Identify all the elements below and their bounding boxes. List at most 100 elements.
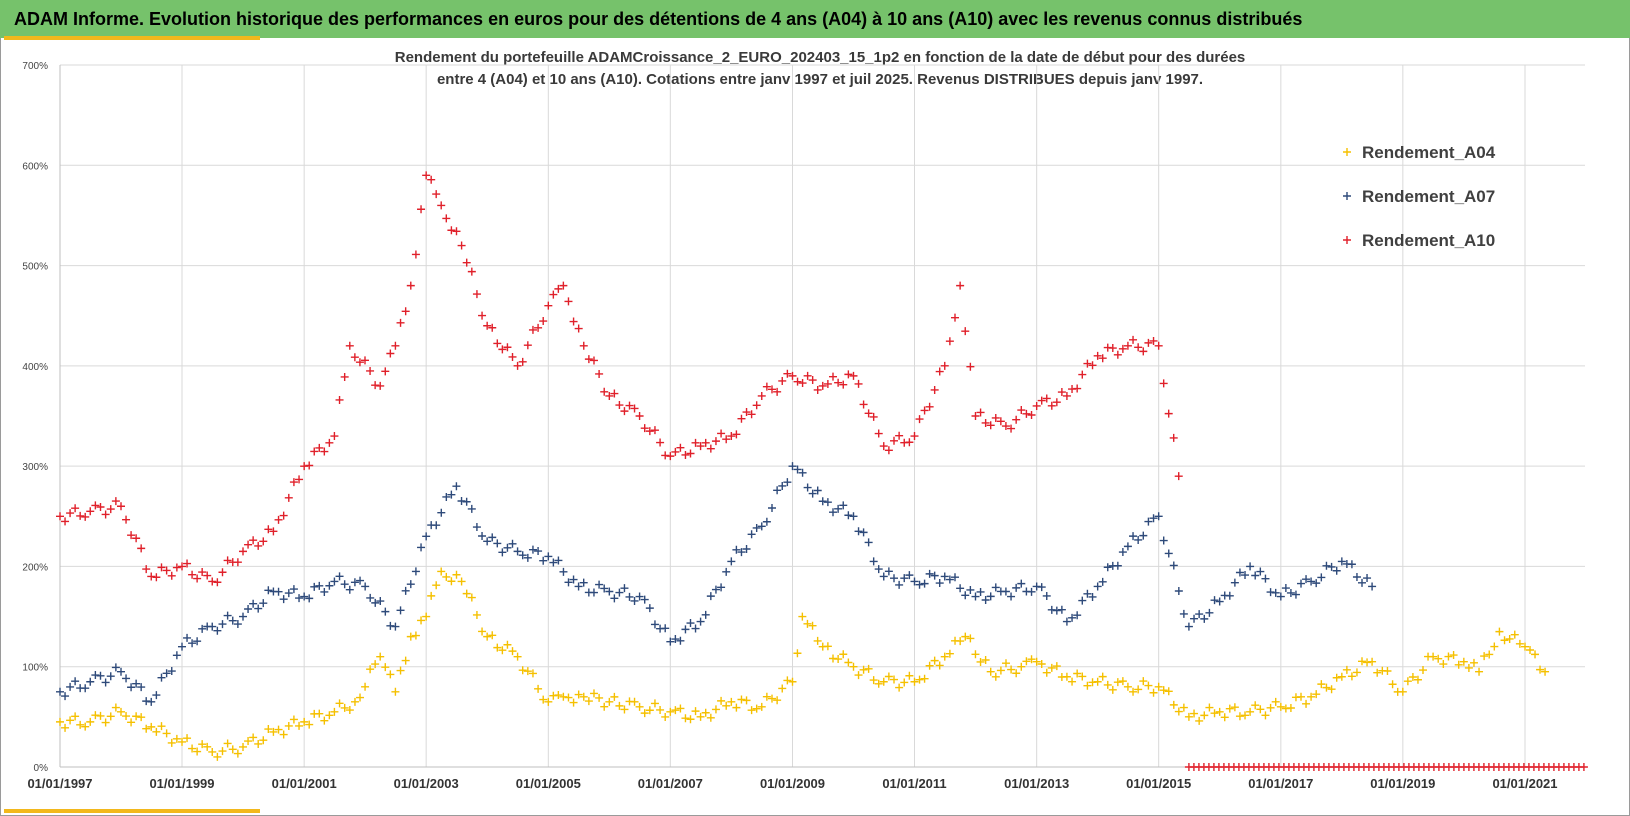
point-rendement-a10 (544, 301, 553, 310)
point-rendement-a04 (503, 640, 512, 649)
point-rendement-a07 (330, 577, 339, 586)
point-rendement-a10 (325, 438, 334, 447)
point-rendement-a07 (432, 521, 441, 530)
point-rendement-a10 (869, 412, 878, 421)
point-rendement-a07 (1007, 592, 1016, 601)
point-rendement-a07 (935, 579, 944, 588)
point-rendement-a07 (1302, 575, 1311, 584)
point-rendement-a07 (874, 565, 883, 574)
point-rendement-a07 (422, 532, 431, 541)
point-rendement-a07 (91, 671, 100, 680)
point-rendement-a04 (773, 696, 782, 705)
point-rendement-a07 (391, 622, 400, 631)
point-rendement-a04 (1154, 682, 1163, 691)
point-rendement-a07 (910, 577, 919, 586)
point-rendement-a04 (274, 725, 283, 734)
point-rendement-a04 (534, 684, 543, 693)
point-rendement-a04 (361, 682, 370, 691)
point-rendement-a07 (417, 543, 426, 552)
point-rendement-a04 (1042, 668, 1051, 677)
x-tick-label: 01/01/1999 (149, 776, 214, 791)
point-rendement-a04 (839, 650, 848, 659)
point-rendement-a04 (1184, 712, 1193, 721)
point-rendement-a07 (534, 547, 543, 556)
point-rendement-a07 (249, 599, 258, 608)
point-rendement-a10 (564, 297, 573, 306)
point-rendement-a04 (188, 744, 197, 753)
point-rendement-a04 (1159, 686, 1168, 695)
point-rendement-a07 (132, 679, 141, 688)
point-rendement-a04 (1174, 707, 1183, 716)
point-rendement-a07 (503, 543, 512, 552)
point-rendement-a10 (935, 367, 944, 376)
point-rendement-a07 (193, 637, 202, 646)
point-rendement-a10 (305, 461, 314, 470)
point-rendement-a04 (1062, 672, 1071, 681)
point-rendement-a07 (823, 498, 832, 507)
point-rendement-a04 (137, 713, 146, 722)
point-rendement-a07 (178, 642, 186, 651)
point-rendement-a04 (1302, 699, 1311, 708)
point-rendement-a04 (630, 697, 639, 706)
point-rendement-a10 (330, 432, 339, 441)
point-rendement-a07 (961, 591, 970, 600)
point-rendement-a04 (1078, 672, 1087, 681)
point-rendement-a07 (737, 548, 746, 557)
point-rendement-a04 (1118, 677, 1127, 686)
point-rendement-a10 (1057, 388, 1066, 397)
point-rendement-a07 (1251, 571, 1260, 580)
point-rendement-a04 (371, 660, 380, 669)
point-rendement-a04 (1485, 650, 1494, 659)
point-rendement-a04 (554, 691, 563, 700)
point-rendement-a04 (1205, 703, 1214, 712)
chart-title: Rendement du portefeuille ADAMCroissance… (250, 47, 1390, 91)
point-rendement-a07 (732, 545, 741, 554)
point-rendement-a07 (117, 667, 125, 676)
point-rendement-a07 (233, 620, 242, 629)
point-rendement-a07 (1286, 588, 1295, 597)
point-rendement-a04 (1368, 657, 1377, 666)
point-rendement-a07 (930, 571, 939, 580)
point-rendement-a04 (737, 695, 746, 704)
point-rendement-a07 (1042, 591, 1051, 600)
point-rendement-a10 (523, 341, 532, 350)
point-rendement-a10 (101, 510, 110, 519)
point-rendement-a10 (828, 372, 837, 381)
point-rendement-a04 (727, 697, 736, 706)
point-rendement-a07 (554, 556, 563, 565)
point-rendement-a04 (783, 676, 792, 685)
point-rendement-a04 (1052, 662, 1061, 671)
point-rendement-a10 (162, 566, 171, 575)
point-rendement-a07 (945, 575, 954, 584)
point-rendement-a10 (752, 401, 761, 410)
point-rendement-a07 (1195, 610, 1204, 619)
point-rendement-a10 (1073, 384, 1082, 393)
point-rendement-a04 (1139, 677, 1148, 686)
point-rendement-a04 (320, 716, 329, 725)
point-rendement-a04 (452, 570, 461, 579)
point-rendement-a07 (1017, 579, 1026, 588)
point-rendement-a04 (722, 701, 731, 710)
point-rendement-a04 (544, 697, 553, 706)
point-rendement-a04 (462, 589, 471, 598)
point-rendement-a07 (869, 557, 878, 566)
point-rendement-a07 (244, 605, 253, 614)
point-rendement-a10 (818, 381, 827, 390)
point-rendement-a04 (569, 698, 578, 707)
point-rendement-a04 (442, 572, 451, 581)
point-rendement-a04 (345, 706, 354, 715)
point-rendement-a04 (1531, 650, 1540, 659)
point-rendement-a07 (895, 580, 904, 589)
point-rendement-a04 (493, 643, 502, 652)
point-rendement-a10 (1083, 359, 1092, 368)
point-rendement-a10 (472, 290, 481, 299)
point-rendement-a04 (147, 722, 156, 731)
point-rendement-a07 (254, 604, 263, 613)
point-rendement-a04 (264, 725, 273, 734)
point-rendement-a07 (239, 612, 247, 621)
point-rendement-a07 (879, 572, 888, 581)
point-rendement-a04 (1403, 677, 1412, 686)
point-rendement-a04 (391, 687, 400, 696)
point-rendement-a04 (823, 642, 832, 651)
point-rendement-a10 (996, 417, 1005, 426)
